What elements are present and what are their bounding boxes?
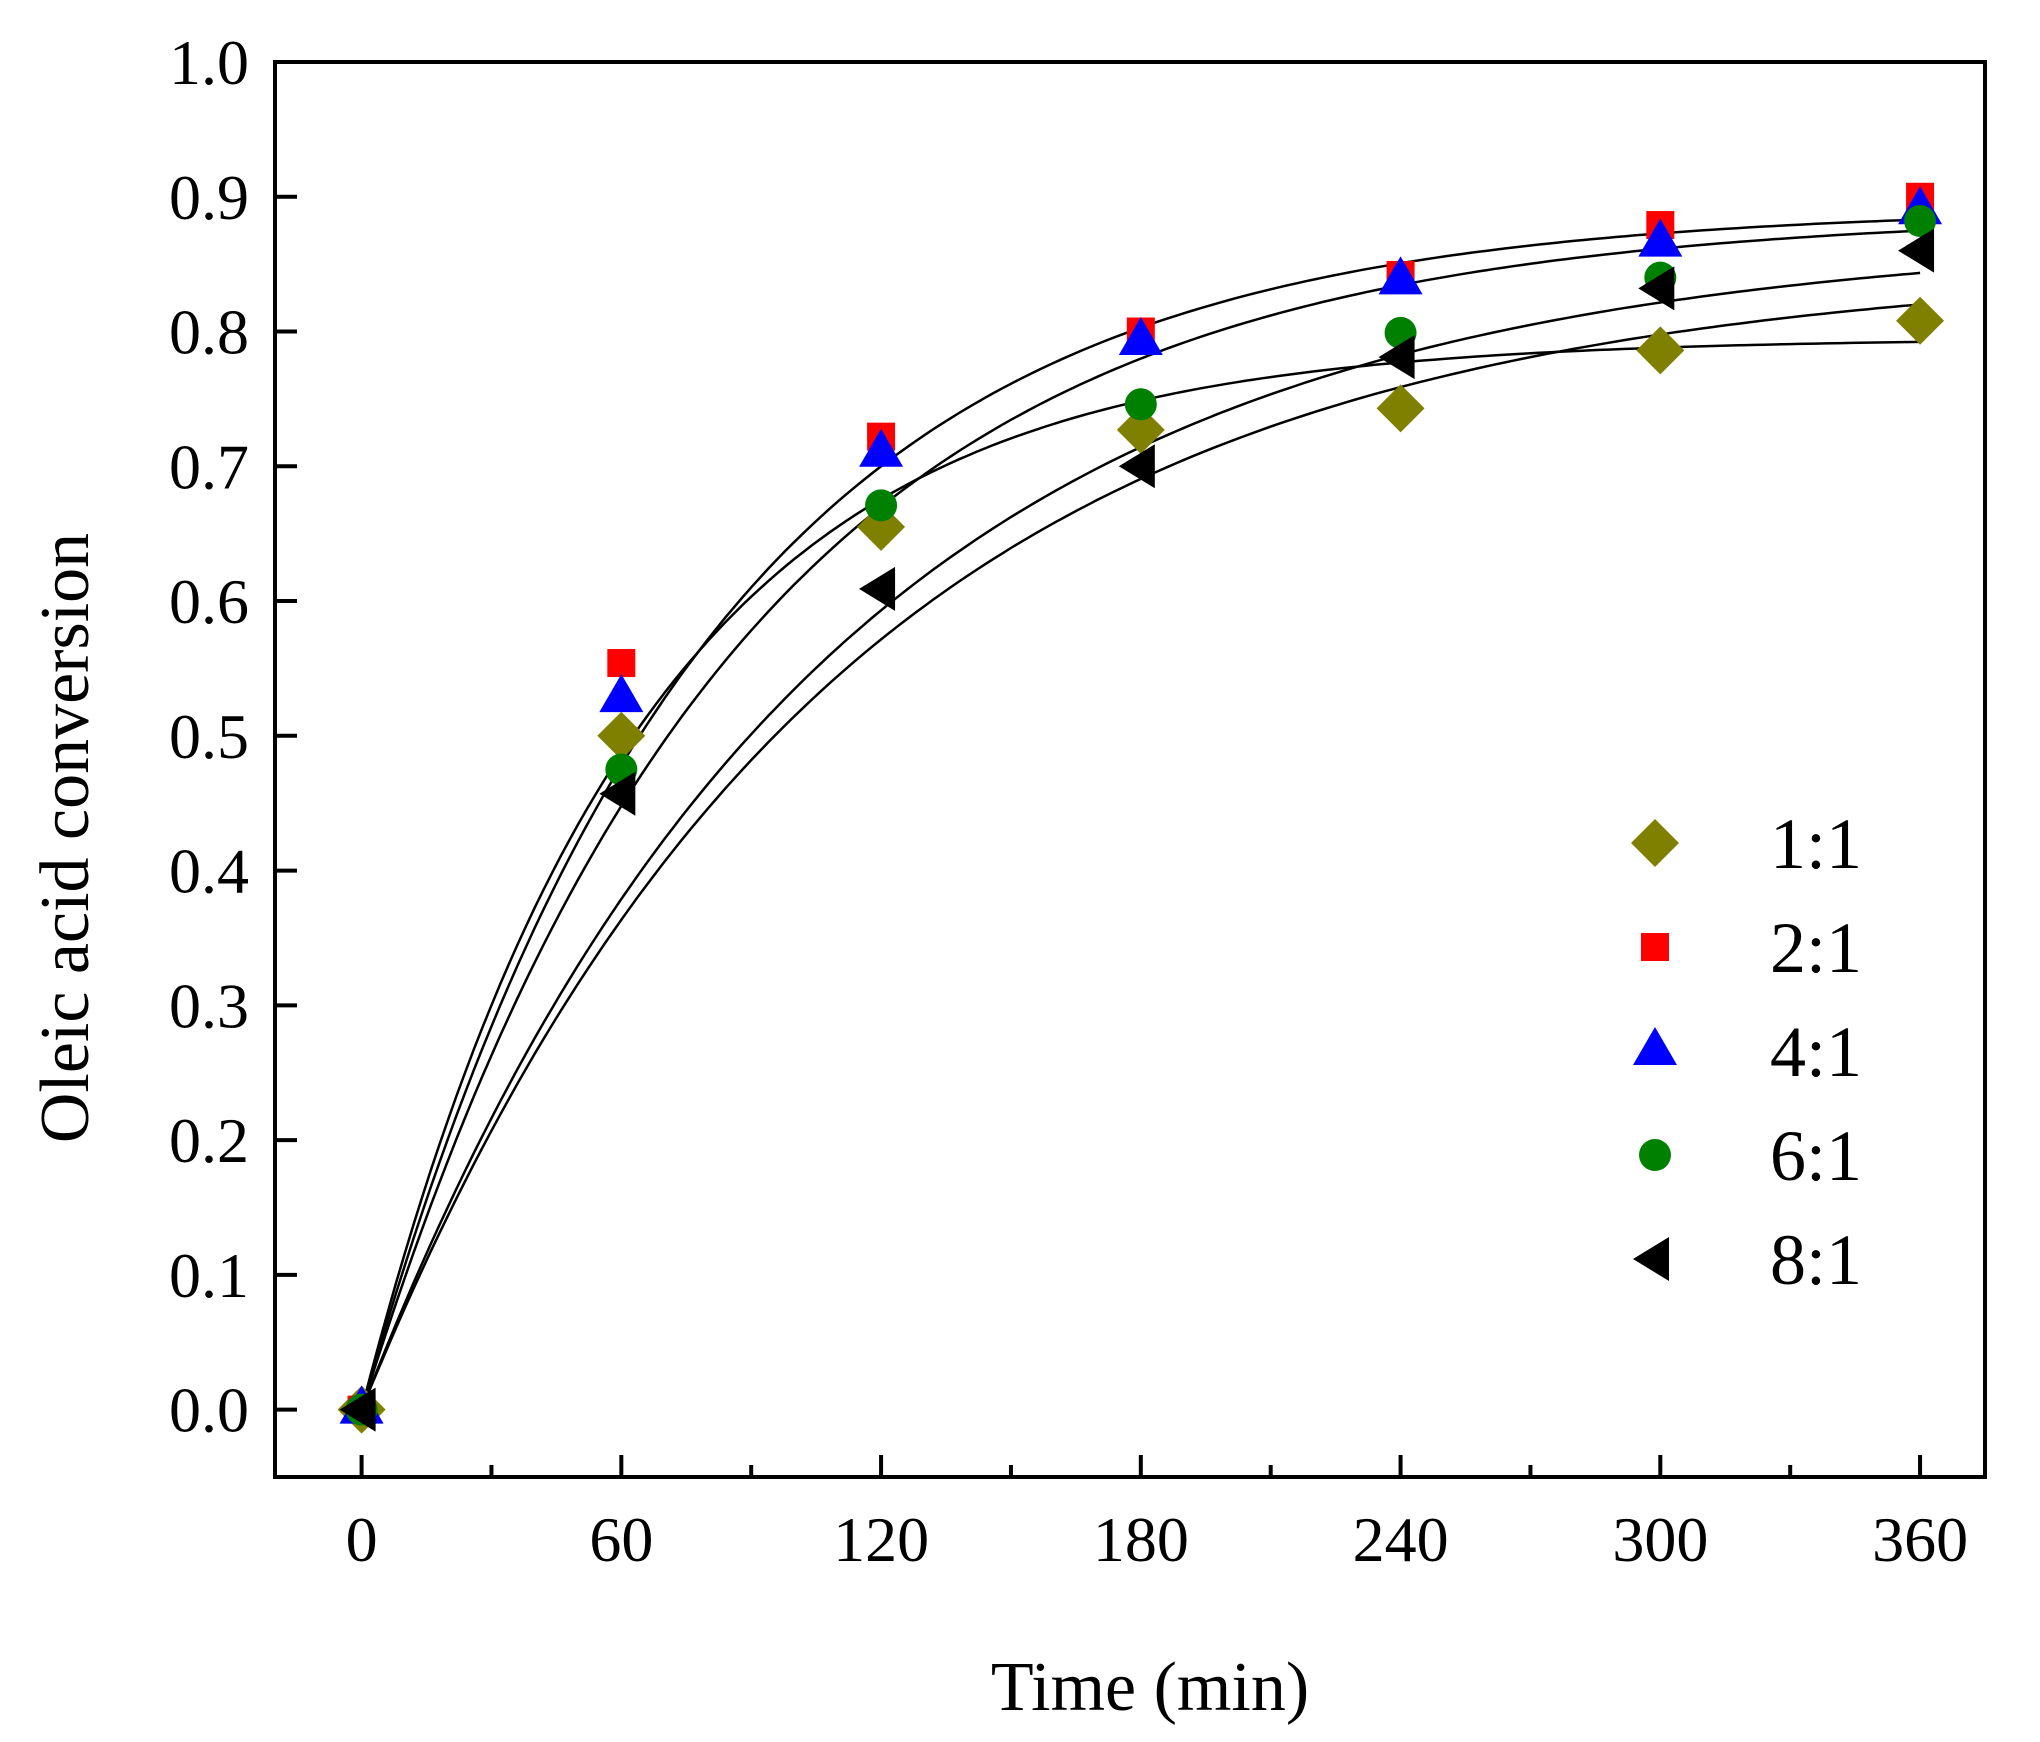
data-point-1-1 [1896, 296, 1945, 345]
legend-marker-1-1 [1631, 819, 1679, 867]
y-tick-label: 0.0 [169, 1375, 249, 1446]
data-point-8-1 [339, 1387, 376, 1432]
data-point-8-1 [1898, 228, 1935, 273]
x-tick-label: 360 [1872, 1504, 1968, 1575]
x-tick-label: 120 [833, 1504, 929, 1575]
data-markers [337, 182, 1945, 1434]
x-tick-label: 240 [1353, 1504, 1449, 1575]
data-point-4-1 [1118, 316, 1163, 355]
x-tick-label: 300 [1612, 1504, 1708, 1575]
data-point-2-1 [607, 649, 636, 678]
y-tick-label: 0.3 [169, 970, 249, 1041]
legend-label-6-1: 6:1 [1770, 1116, 1862, 1196]
legend-label-8-1: 8:1 [1770, 1220, 1862, 1300]
data-point-4-1 [599, 674, 644, 713]
y-tick-label: 1.0 [169, 27, 249, 98]
data-point-4-1 [859, 428, 904, 467]
y-tick-label: 0.2 [169, 1105, 249, 1176]
legend-marker-2-1 [1641, 933, 1669, 961]
data-point-4-1 [1638, 218, 1683, 257]
legend-label-4-1: 4:1 [1770, 1012, 1862, 1092]
y-tick-label: 0.1 [169, 1240, 249, 1311]
plot-frame [273, 60, 1987, 1479]
y-tick-label: 0.4 [169, 836, 249, 907]
data-point-8-1 [1118, 444, 1155, 489]
data-point-8-1 [1638, 266, 1675, 311]
legend-label-2-1: 2:1 [1770, 908, 1862, 988]
data-point-8-1 [859, 566, 896, 611]
y-tick-label: 0.7 [169, 431, 249, 502]
legend-label-1-1: 1:1 [1770, 804, 1862, 884]
y-tick-label: 0.5 [169, 701, 249, 772]
y-tick-label: 0.6 [169, 566, 249, 637]
data-point-6-1 [1904, 205, 1937, 238]
legend-marker-4-1 [1633, 1027, 1677, 1065]
x-tick-label: 60 [589, 1504, 653, 1575]
data-point-4-1 [1378, 256, 1423, 295]
x-axis-title: Time (min) [991, 1649, 1309, 1726]
legend-marker-8-1 [1633, 1237, 1669, 1281]
data-point-1-1 [597, 711, 646, 760]
y-axis-title: Oleic acid conversion [27, 533, 104, 1143]
data-point-6-1 [1124, 388, 1157, 421]
data-point-1-1 [1376, 384, 1425, 433]
axis-ticks: 0 60 120 180 240 300 360 0.0 0.1 0.2 0.3 0.4 0.5 0.6 0… [169, 27, 1968, 1575]
legend: 1:1 2:1 4:1 6:1 8:1 [1631, 804, 1862, 1300]
y-tick-label: 0.8 [169, 297, 249, 368]
y-tick-label: 0.9 [169, 162, 249, 233]
data-point-8-1 [599, 771, 636, 816]
x-tick-label: 180 [1093, 1504, 1189, 1575]
data-point-8-1 [1378, 335, 1415, 380]
legend-marker-6-1 [1639, 1139, 1671, 1171]
data-point-1-1 [1636, 326, 1685, 375]
x-tick-label: 0 [346, 1504, 378, 1575]
data-point-6-1 [865, 489, 898, 522]
data-point-1-1 [1116, 405, 1165, 454]
